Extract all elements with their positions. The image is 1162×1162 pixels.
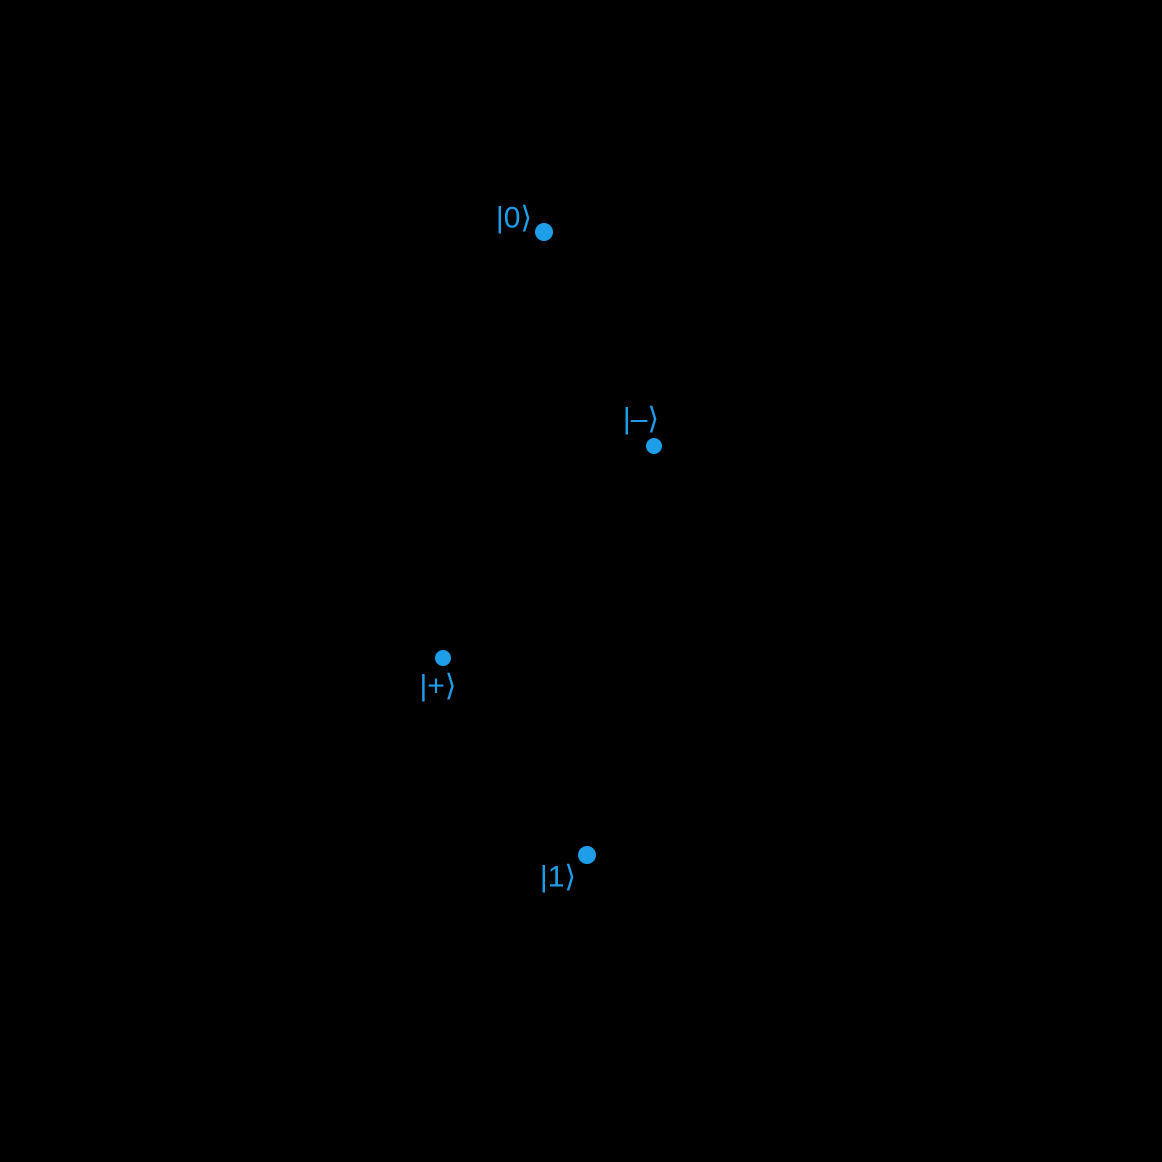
bloch-points-diagram: |0⟩ |–⟩ |+⟩ |1⟩	[0, 0, 1162, 1162]
state-0-dot	[535, 223, 553, 241]
state-plus-label: |+⟩	[419, 669, 456, 704]
state-0-label: |0⟩	[496, 201, 532, 236]
state-minus-dot	[646, 438, 662, 454]
state-minus-label: |–⟩	[623, 402, 659, 437]
state-plus-dot	[435, 650, 451, 666]
state-1-dot	[578, 846, 596, 864]
state-1-label: |1⟩	[540, 860, 576, 895]
